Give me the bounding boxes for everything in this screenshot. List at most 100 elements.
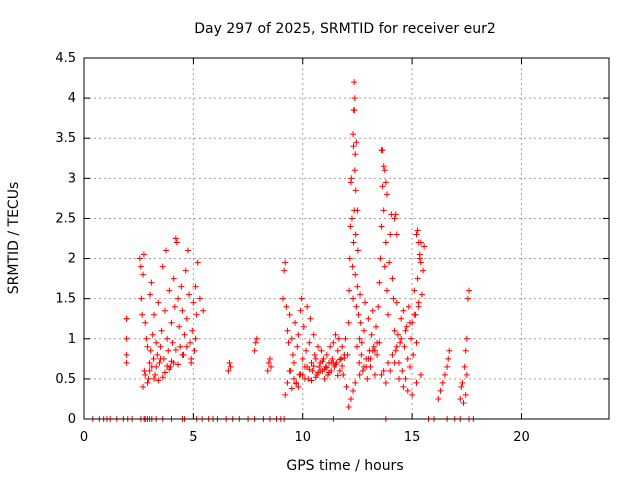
data-point [143, 335, 150, 342]
y-tick-label: 0 [68, 412, 76, 427]
data-point [377, 255, 384, 262]
data-point [136, 255, 143, 262]
data-point [145, 375, 152, 382]
data-point [382, 239, 389, 246]
data-point [354, 343, 360, 350]
data-point [176, 323, 183, 330]
data-point [251, 347, 258, 354]
y-tick-label: 1.5 [55, 292, 76, 307]
data-point [346, 287, 353, 294]
data-point [142, 319, 149, 326]
data-point [401, 343, 408, 350]
data-point [418, 291, 425, 298]
data-point [380, 367, 387, 374]
data-point [265, 359, 272, 366]
data-point [359, 367, 366, 374]
data-point [164, 363, 171, 370]
data-point [175, 295, 182, 302]
data-point [391, 215, 398, 222]
data-point [413, 231, 420, 238]
data-point [358, 351, 365, 358]
data-point [414, 275, 421, 282]
data-point [375, 303, 382, 310]
data-point [352, 271, 359, 278]
data-point [393, 299, 400, 306]
data-point [315, 369, 322, 376]
data-point [408, 335, 415, 342]
data-point [146, 367, 153, 374]
data-point [406, 363, 413, 370]
data-point [396, 375, 402, 382]
data-point [404, 387, 411, 394]
data-point [141, 367, 148, 374]
data-point [146, 359, 153, 366]
data-point [398, 335, 405, 342]
data-point [351, 95, 358, 102]
data-point [391, 327, 398, 334]
data-point [379, 183, 386, 190]
data-point [417, 371, 424, 378]
data-point [381, 263, 388, 270]
x-tick-label: 0 [80, 430, 88, 445]
data-point [385, 311, 392, 318]
data-point [378, 223, 385, 230]
data-point [374, 351, 381, 358]
data-point [192, 283, 199, 290]
data-point [345, 319, 352, 326]
y-tick-label: 4.5 [55, 51, 76, 66]
data-point [158, 327, 165, 334]
data-point [463, 371, 470, 378]
data-point [186, 291, 192, 298]
data-point [298, 295, 305, 302]
data-point [409, 391, 416, 398]
data-point [316, 363, 323, 370]
data-point [123, 335, 130, 342]
data-point [435, 395, 442, 402]
data-point [142, 371, 149, 378]
data-point [181, 331, 188, 338]
data-point [182, 267, 189, 274]
data-point [318, 347, 325, 354]
data-point [386, 259, 393, 266]
data-point [327, 343, 334, 350]
data-point [445, 355, 452, 362]
data-point [163, 247, 170, 254]
data-point [415, 239, 422, 246]
data-point [461, 363, 468, 370]
data-point [365, 315, 372, 322]
data-point [385, 359, 392, 366]
data-point [363, 363, 370, 370]
data-point [357, 319, 364, 326]
data-point [285, 339, 292, 346]
data-point [192, 335, 199, 342]
data-point [193, 311, 200, 318]
data-point [405, 303, 412, 310]
data-point [352, 231, 359, 238]
data-point [266, 355, 273, 362]
data-point [364, 375, 371, 382]
data-point [411, 287, 418, 294]
x-axis: 0 5 10 15 20 [80, 58, 530, 445]
data-point [358, 339, 365, 346]
data-point [144, 379, 151, 386]
data-point [400, 307, 407, 314]
data-point [397, 339, 404, 346]
data-point [288, 335, 295, 342]
data-point [340, 371, 347, 378]
data-point [389, 275, 396, 282]
data-point [200, 307, 207, 314]
data-point [350, 387, 357, 394]
data-point [183, 315, 190, 322]
data-point [347, 223, 354, 230]
data-point [144, 343, 151, 350]
data-point [413, 339, 420, 346]
data-point [328, 359, 335, 366]
x-tick-label: 10 [294, 430, 311, 445]
y-tick-label: 2 [68, 252, 76, 267]
data-point [140, 271, 147, 278]
data-point [416, 251, 423, 258]
data-point [336, 367, 343, 374]
data-point [387, 367, 394, 374]
data-point [196, 295, 203, 302]
